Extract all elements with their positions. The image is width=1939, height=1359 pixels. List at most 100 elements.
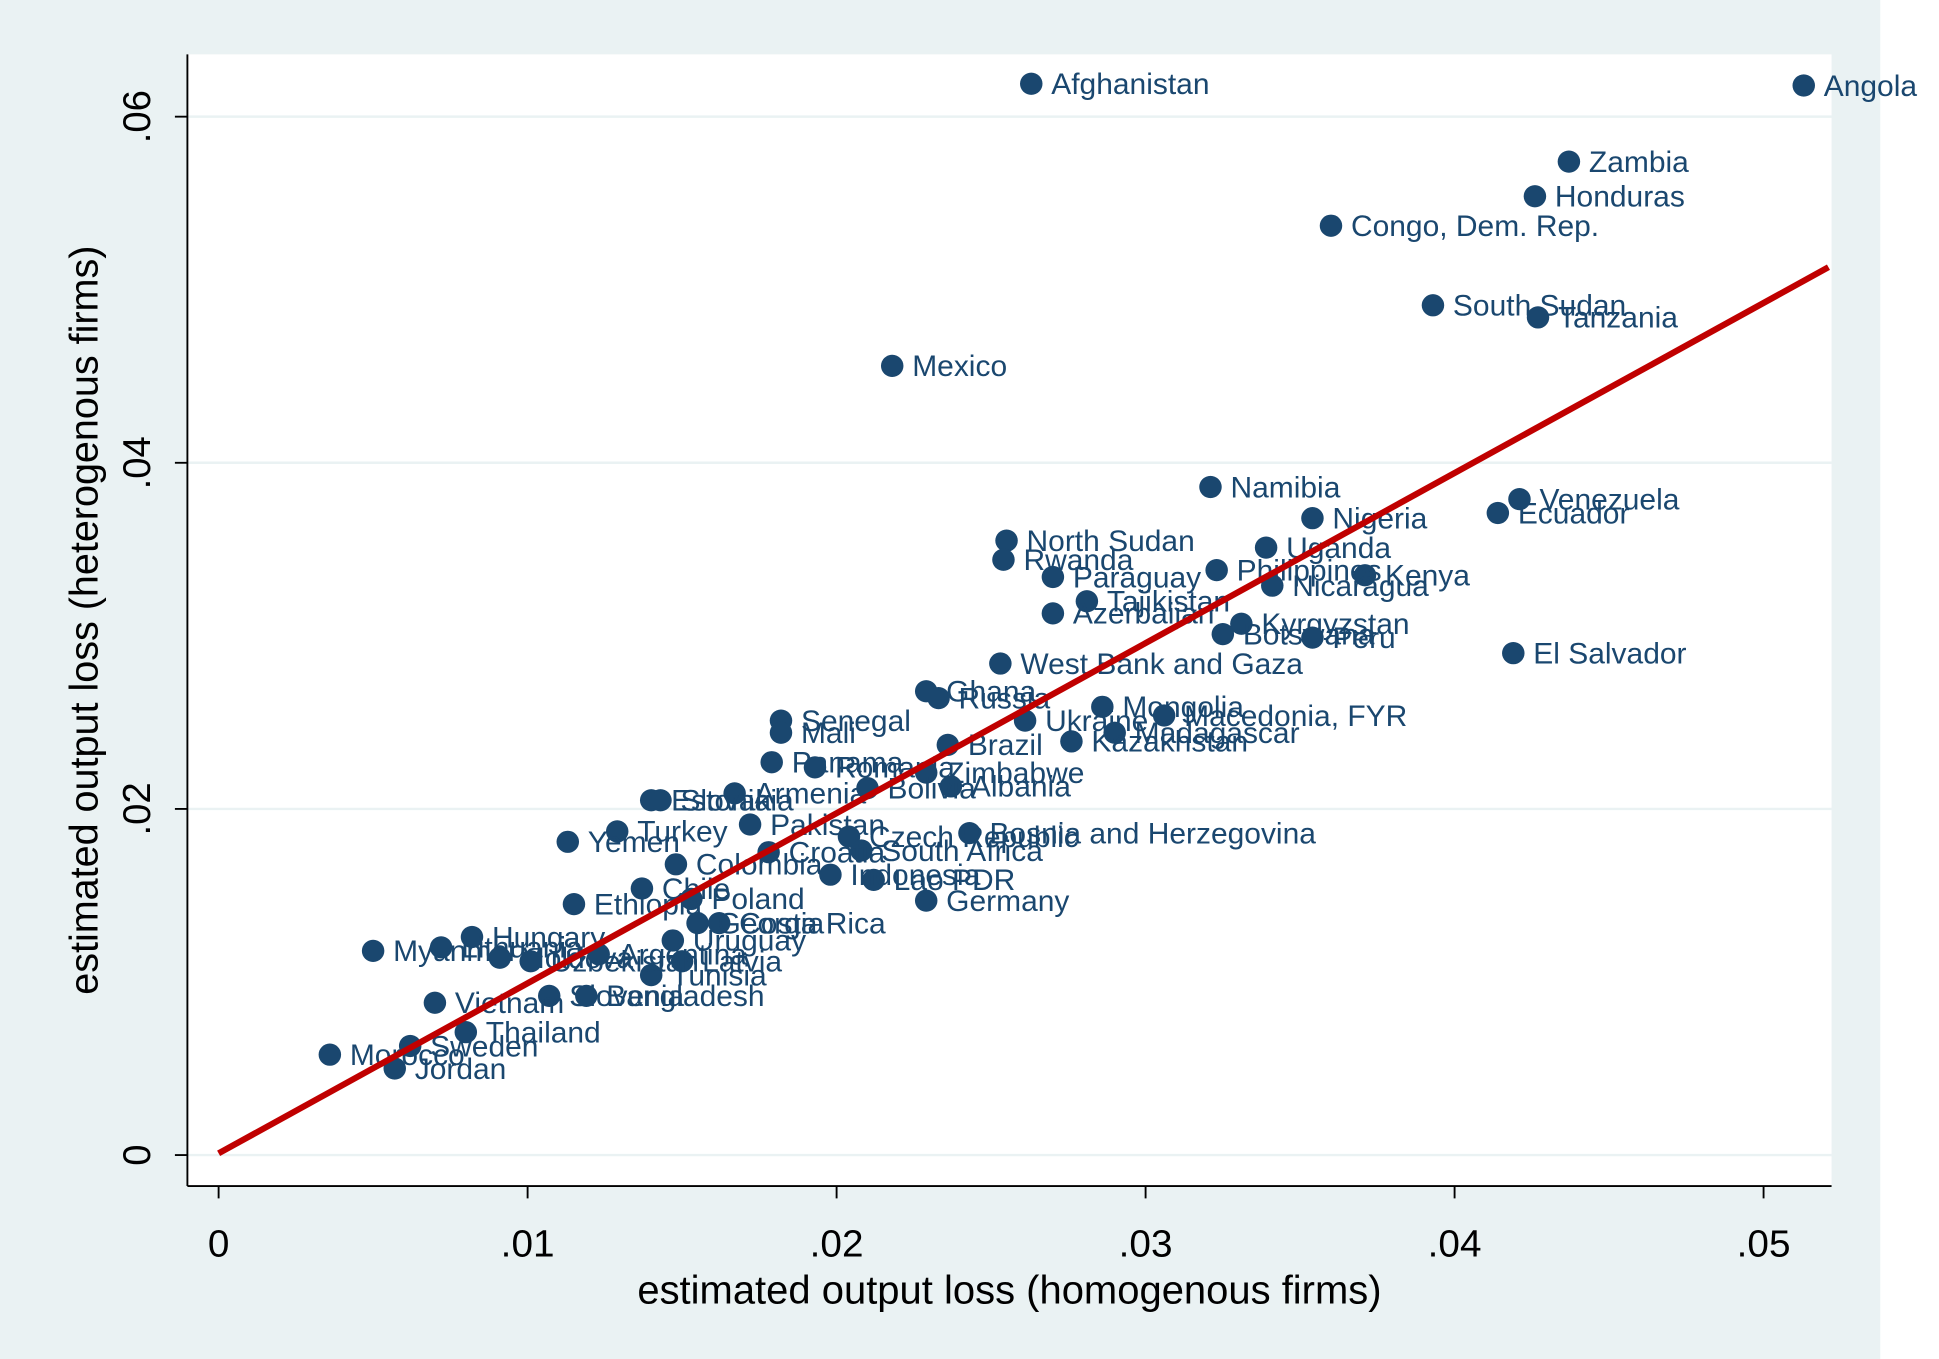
point-label: Zimbabwe: [946, 757, 1084, 790]
y-tick-label: .06: [116, 90, 159, 143]
point-label: Morocco: [350, 1039, 465, 1072]
point: [562, 892, 586, 916]
point-label: Latvia: [702, 946, 782, 979]
point-label: Estonia: [671, 785, 771, 818]
point: [1523, 185, 1547, 208]
point: [605, 820, 629, 843]
x-tick-label: .02: [810, 1223, 864, 1266]
point-label: Lao PDR: [894, 864, 1016, 897]
x-tick-label: .03: [1119, 1223, 1173, 1266]
point: [1792, 74, 1815, 97]
point: [769, 721, 793, 744]
grid: [187, 115, 1832, 1157]
point: [649, 789, 672, 812]
point-label: Uruguay: [693, 925, 806, 958]
point: [1041, 565, 1065, 589]
point-label: Turkey: [637, 816, 728, 849]
point-label: Uzbekistan: [551, 946, 699, 979]
point-label: Macedonia, FYR: [1184, 700, 1407, 733]
point: [927, 687, 950, 710]
point: [958, 822, 981, 845]
x-tick-label: .01: [501, 1223, 555, 1266]
point-label: Kenya: [1385, 560, 1470, 593]
point-label: Ecuador: [1518, 497, 1630, 530]
x-axis-title: estimated output loss (homogenous firms): [637, 1269, 1381, 1313]
point: [1020, 72, 1043, 95]
point: [1060, 730, 1083, 753]
point: [1486, 501, 1510, 525]
point-label: Thailand: [486, 1017, 601, 1050]
point-label: Zambia: [1589, 146, 1689, 179]
point: [1261, 574, 1284, 597]
y-axis-title: estimated output loss (heterogenous firm…: [62, 246, 106, 995]
point: [995, 529, 1018, 552]
point: [723, 782, 746, 805]
point: [454, 1021, 478, 1044]
point-label: Ukraine: [1045, 705, 1148, 738]
point-label: Venezuela: [1539, 484, 1679, 517]
point: [639, 963, 663, 987]
point: [1075, 590, 1099, 613]
point: [423, 991, 447, 1014]
point: [707, 912, 731, 935]
point-label: Mexico: [912, 350, 1007, 383]
point-label: Tanzania: [1558, 302, 1678, 335]
point-label: Sweden: [430, 1030, 538, 1063]
point-label: Croatia: [789, 837, 886, 870]
point: [819, 863, 842, 886]
point: [1526, 306, 1550, 329]
point-label: North Sudan: [1027, 525, 1195, 558]
point: [1557, 150, 1581, 173]
point-label: Slovakia: [680, 785, 794, 818]
point-label: Mongolia: [1122, 691, 1244, 724]
point: [760, 751, 783, 774]
point: [989, 652, 1012, 675]
point: [318, 1043, 342, 1066]
point: [1041, 602, 1065, 625]
point: [664, 853, 688, 876]
point-label: El Salvador: [1533, 638, 1686, 671]
point-label: Peru: [1332, 622, 1395, 655]
point: [850, 839, 873, 862]
x-tick-label: .05: [1737, 1223, 1791, 1266]
point: [460, 925, 484, 949]
point: [519, 950, 542, 973]
point: [1502, 642, 1525, 665]
point: [488, 946, 512, 969]
point-label: Senegal: [801, 705, 911, 738]
x-tick-label: .04: [1428, 1223, 1482, 1266]
point-label: Congo, Dem. Rep.: [1351, 210, 1599, 243]
y-tick-label: 0: [116, 1144, 159, 1165]
point-label: Georgia: [718, 908, 825, 941]
point-label: Paraguay: [1073, 561, 1201, 594]
point-label: Indonesia: [850, 859, 980, 892]
point-label: Ghana: [946, 676, 1036, 709]
point-label: Costa Rica: [739, 908, 886, 941]
point-label: Rwanda: [1023, 544, 1133, 577]
point-label: Poland: [711, 883, 804, 916]
point-label: West Bank and Gaza: [1020, 648, 1303, 681]
point: [537, 984, 561, 1007]
point: [661, 929, 685, 952]
point-label: Nicaragua: [1292, 570, 1429, 603]
point-label: Jordan: [415, 1053, 507, 1086]
x-tick-label: 0: [208, 1223, 230, 1266]
point: [575, 984, 598, 1007]
point: [1301, 626, 1324, 649]
point: [1205, 558, 1228, 582]
point-label: Mali: [801, 717, 856, 750]
point: [1421, 294, 1445, 317]
point: [880, 354, 904, 377]
point: [429, 936, 453, 959]
fit-line: [217, 264, 1830, 1157]
point-label: Bosnia and Herzegovina: [989, 818, 1316, 851]
point: [1319, 214, 1343, 237]
point: [1152, 704, 1176, 727]
point-label: Argentina: [619, 939, 748, 972]
point-label: South Africa: [881, 835, 1043, 868]
point-label: Yemen: [588, 826, 680, 859]
point-label: Germany: [946, 885, 1069, 918]
point-label: Czech Republic: [869, 821, 1079, 854]
